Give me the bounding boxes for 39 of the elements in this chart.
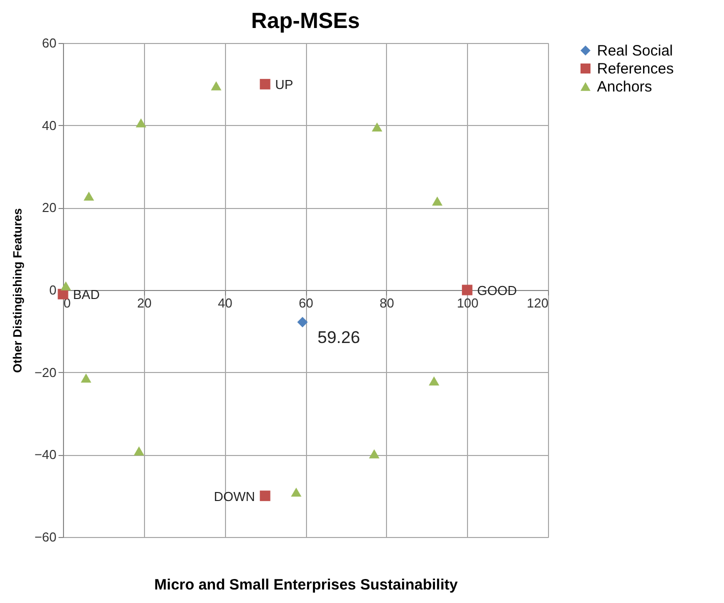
point [60,281,72,290]
y-tick-label: 60 [42,36,56,50]
x-tick-label: 60 [298,296,314,310]
y-tick-label: −60 [34,530,56,544]
x-tick-label: 80 [380,296,394,310]
point [368,449,380,458]
data-label: GOOD [477,283,517,298]
x-tick-label: 40 [218,296,232,310]
y-axis-title: Other Distingishing Features [10,208,24,373]
chart-title: Rap-MSEs [251,8,360,33]
data-label: DOWN [214,488,256,504]
y-tick-label: 20 [42,200,56,216]
data-label: BAD [73,287,100,302]
x-tick-label: 120 [526,296,548,310]
point [432,196,442,206]
x-tick-label: 100 [456,296,479,310]
point [462,284,472,296]
point [297,316,308,328]
annotation: 59.26 [318,328,360,348]
point [210,81,222,90]
point [372,122,382,132]
legend-label: Real Social [597,42,673,60]
point [290,488,302,497]
point [80,374,92,383]
point [136,118,146,128]
x-tick-label: 20 [137,296,152,310]
y-tick-label: −20 [34,364,56,380]
point [260,490,270,502]
point [84,192,94,201]
point [260,78,270,90]
point [428,376,440,386]
y-tick-label: 0 [49,282,56,298]
y-tick-label: 40 [42,118,56,133]
x-axis-title: Micro and Small Enterprises Sustainability [154,576,458,594]
data-label: UP [275,77,294,92]
legend-label: Anchors [597,78,652,96]
legend-label: References [597,60,674,78]
point [134,446,144,456]
y-tick-label: −40 [34,447,56,462]
